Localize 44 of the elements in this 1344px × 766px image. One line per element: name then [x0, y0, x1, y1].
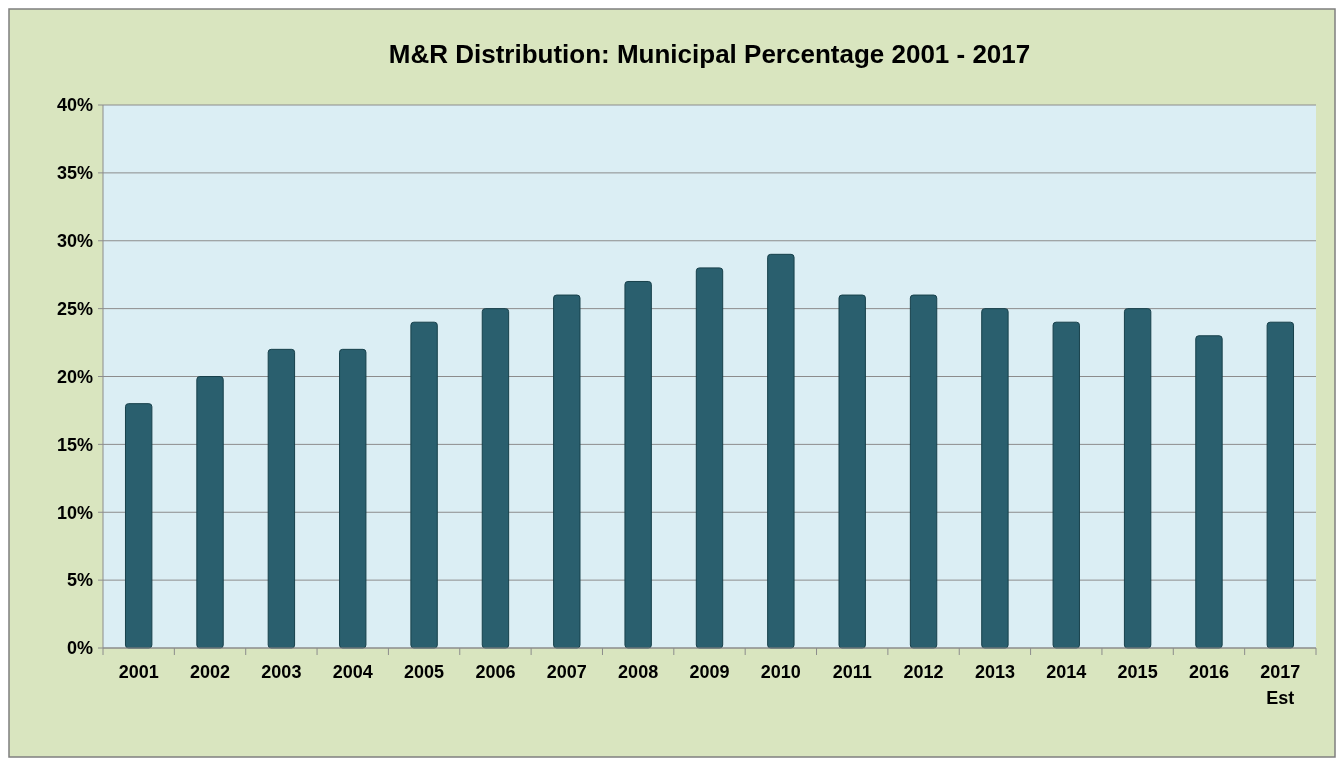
y-tick-label: 20% — [56, 366, 93, 387]
bar — [267, 348, 296, 649]
bar — [1052, 321, 1080, 649]
bar — [553, 294, 581, 649]
x-tick-label: 2009 — [689, 662, 730, 682]
x-tick-label: 2014 — [1046, 662, 1087, 682]
bar — [695, 267, 724, 649]
x-tick-label: 2016 — [1188, 662, 1229, 682]
x-tick-label: 2017 Est — [1260, 662, 1301, 708]
bar — [624, 280, 652, 649]
bar — [339, 348, 367, 649]
x-tick-label: 2001 — [118, 662, 159, 682]
bar — [909, 294, 938, 649]
x-tick-label: 2013 — [974, 662, 1015, 682]
bar — [1195, 335, 1223, 649]
y-tick-label: 5% — [66, 570, 93, 591]
x-tick-label: 2002 — [190, 662, 231, 682]
bar — [410, 321, 438, 649]
bar — [124, 403, 153, 649]
y-tick-label: 35% — [56, 163, 93, 184]
y-tick-label: 0% — [66, 638, 93, 659]
x-tick-label: 2007 — [546, 662, 587, 682]
x-tick-label: 2003 — [261, 662, 302, 682]
y-tick-label: 40% — [56, 95, 93, 116]
y-tick-label: 10% — [56, 502, 93, 523]
x-tick-label: 2005 — [404, 662, 445, 682]
bar — [1123, 308, 1152, 649]
x-tick-label: 2006 — [475, 662, 516, 682]
bar — [767, 253, 795, 649]
x-tick-label: 2004 — [332, 662, 373, 682]
x-tick-label: 2011 — [832, 662, 872, 682]
y-tick-label: 25% — [56, 298, 93, 319]
chart-title: M&R Distribution: Municipal Percentage 2001 - 2017 — [388, 39, 1031, 69]
bar — [196, 376, 224, 649]
y-tick-label: 15% — [56, 434, 93, 455]
bar — [1266, 321, 1295, 649]
bar — [838, 294, 866, 649]
bar — [981, 308, 1009, 649]
x-tick-label: 2010 — [760, 662, 801, 682]
bar — [481, 308, 510, 649]
y-tick-label: 30% — [56, 231, 93, 252]
x-tick-label: 2012 — [903, 662, 944, 682]
x-tick-label: 2008 — [618, 662, 659, 682]
x-tick-label: 2015 — [1117, 662, 1158, 682]
